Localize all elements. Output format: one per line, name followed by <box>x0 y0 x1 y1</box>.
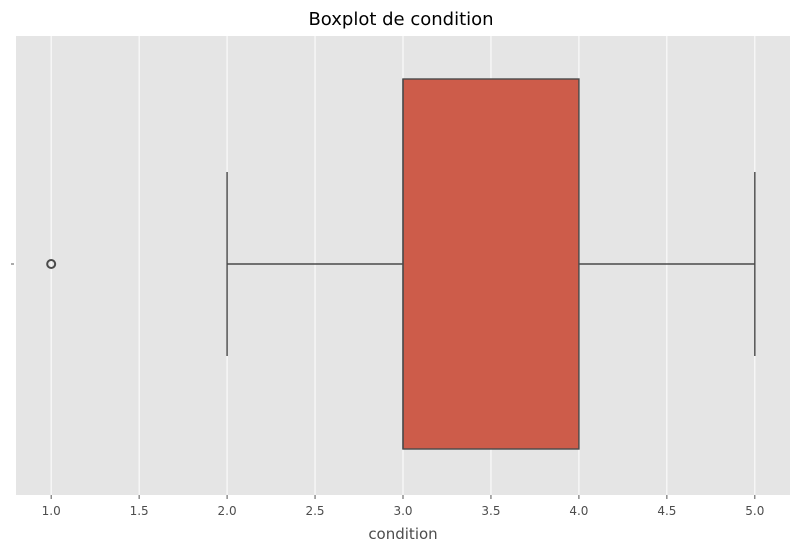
x-tick-label: 3.0 <box>393 504 412 518</box>
x-tick-label: 2.5 <box>305 504 324 518</box>
chart-title: Boxplot de condition <box>308 9 493 30</box>
x-tick-label: 4.5 <box>657 504 676 518</box>
x-tick-label: 2.0 <box>218 504 237 518</box>
x-tick-label: 4.0 <box>569 504 588 518</box>
x-axis-ticks: 1.0 1.5 2.0 2.5 3.0 3.5 4.0 4.5 5.0 <box>11 263 764 518</box>
x-tick-label: 1.0 <box>42 504 61 518</box>
box-marks <box>46 78 756 450</box>
box-iqr <box>402 78 580 450</box>
x-axis-label: condition <box>368 525 437 543</box>
x-tick-label: 1.5 <box>130 504 149 518</box>
outlier-point <box>46 259 57 269</box>
x-tick-label: 3.5 <box>481 504 500 518</box>
x-tick-label: 5.0 <box>745 504 764 518</box>
